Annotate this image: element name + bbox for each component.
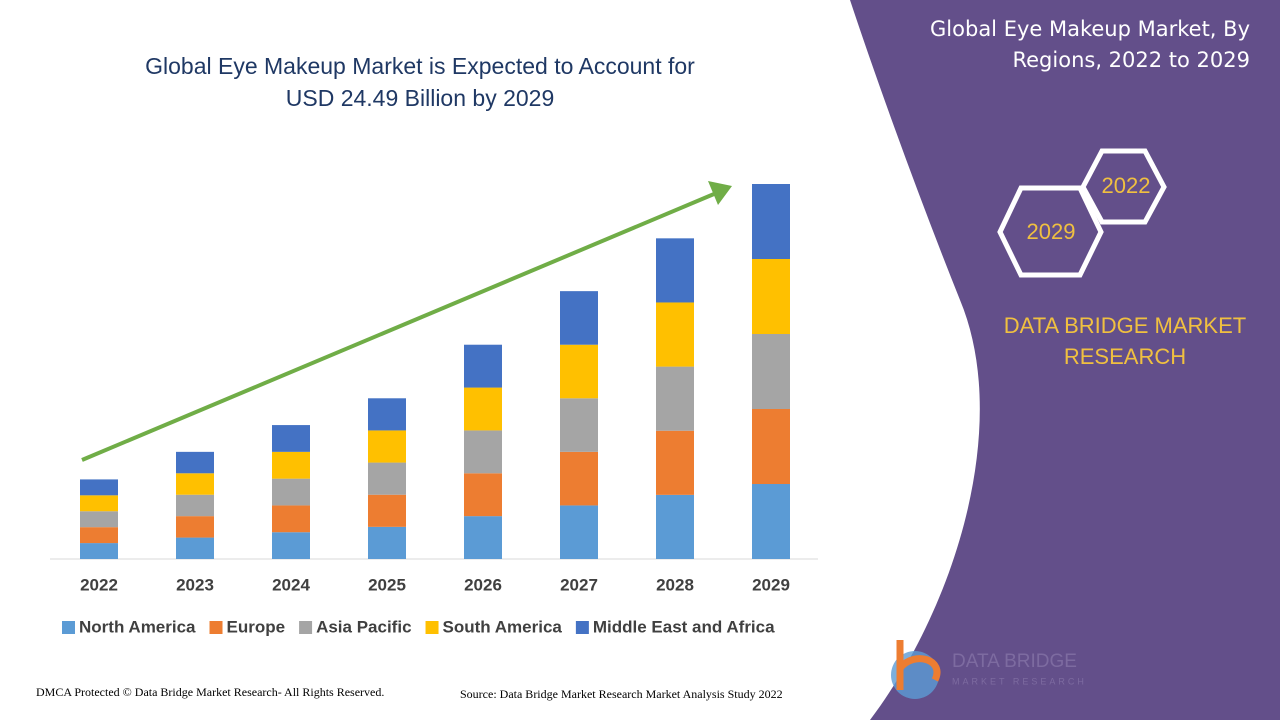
x-tick-label: 2027 (560, 575, 598, 594)
legend-label: South America (443, 617, 563, 636)
bar-segment (80, 495, 118, 512)
legend-swatch (62, 621, 75, 634)
bar-segment (80, 479, 118, 496)
hexagon (1080, 148, 1167, 225)
bar-segment (368, 494, 406, 527)
bar-segment (464, 473, 502, 517)
legend: North America Europe Asia Pacific South Ame… (62, 617, 775, 636)
bar-segment (560, 291, 598, 345)
bar-segment (176, 473, 214, 495)
bar-segment (656, 238, 694, 303)
hex-label: 2029 (1027, 219, 1076, 244)
hexagon (997, 185, 1104, 278)
bar-segment (560, 398, 598, 452)
title-box: Global Eye Makeup Market is Expected to … (145, 53, 695, 111)
bar-segment (176, 537, 214, 559)
brand-box: DATA BRIDGE MARKET RESEARCH (1003, 313, 1247, 369)
side-title-2: Regions, 2022 to 2029 (1012, 48, 1250, 72)
x-tick-label: 2022 (80, 575, 118, 594)
legend-label: Asia Pacific (316, 617, 411, 636)
bar-segment (752, 259, 790, 334)
plot: 2022 2023 2024 2025 2026 2027 2028 2029 (80, 184, 790, 594)
bar-segment (272, 505, 310, 533)
bar-segment (368, 430, 406, 463)
side-title-1: Global Eye Makeup Market, By (930, 17, 1250, 41)
footer-right: Source: Data Bridge Market Research Mark… (460, 687, 783, 701)
bar-segment (464, 430, 502, 474)
brand-text: DATA BRIDGE MARKET RESEARCH (1003, 313, 1247, 369)
bar-segment (752, 184, 790, 259)
bar-segment (752, 409, 790, 484)
x-tick-label: 2023 (176, 575, 214, 594)
bar-segment (80, 527, 118, 544)
bar-segment (560, 344, 598, 399)
bar-segment (752, 484, 790, 559)
chart-title: Global Eye Makeup Market is Expected to … (145, 53, 695, 111)
bar-segment (368, 526, 406, 559)
logo-mark (896, 640, 941, 690)
trend-arrow (81, 192, 715, 462)
bar-segment (272, 425, 310, 452)
side-panel (850, 0, 1280, 720)
bar-segment (656, 302, 694, 367)
bar-segment (272, 478, 310, 506)
legend-swatch (575, 621, 589, 634)
bar-segment (464, 516, 502, 559)
logo-name: DATA BRIDGE (952, 651, 1077, 672)
x-tick-label: 2024 (272, 575, 310, 594)
bar-segment (272, 451, 310, 479)
bar-segment (176, 516, 214, 538)
legend-label: Europe (227, 617, 286, 636)
legend-label: North America (79, 617, 196, 636)
bar-segment (656, 366, 694, 431)
bar-segment (560, 451, 598, 506)
bar-segment (176, 451, 214, 474)
bar-segment (464, 344, 502, 388)
bar-segment (368, 398, 406, 431)
x-tick-label: 2029 (752, 575, 790, 594)
legend-swatch (209, 621, 223, 634)
legend-swatch (299, 621, 313, 634)
legend-swatch (425, 621, 439, 634)
bar-segment (656, 430, 694, 495)
arrow-head (708, 181, 732, 205)
bar-segment (368, 462, 406, 495)
x-tick-label: 2026 (464, 575, 502, 594)
x-tick-label: 2025 (368, 575, 406, 594)
footer-left: DMCA Protected © Data Bridge Market Rese… (36, 685, 384, 699)
legend-label: Middle East and Africa (593, 617, 775, 636)
x-tick-label: 2028 (656, 575, 694, 594)
bar-segment (464, 387, 502, 431)
bar-segment (656, 494, 694, 559)
bar-segment (752, 334, 790, 409)
bar-segment (176, 494, 214, 517)
logo-sub: MARKET RESEARCH (952, 676, 1087, 686)
bar-segment (80, 543, 118, 559)
bar-segment (272, 532, 310, 559)
hex-label: 2022 (1102, 173, 1151, 198)
bar-segment (560, 505, 598, 559)
bar-segment (80, 511, 118, 528)
